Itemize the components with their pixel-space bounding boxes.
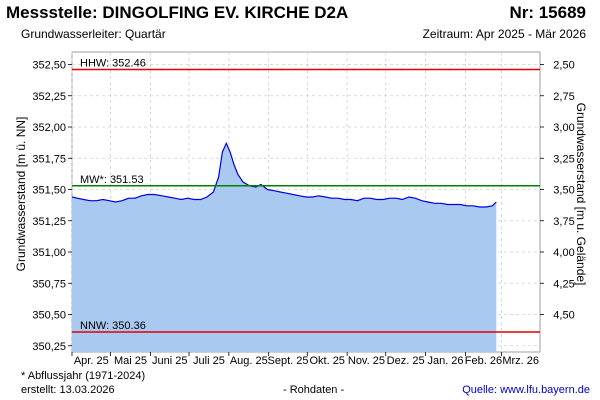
y-tick-label-right: 4,25 [553, 278, 574, 290]
reference-label: MW*: 351.53 [80, 174, 144, 186]
reference-label: NNW: 350.36 [80, 320, 146, 332]
source-link[interactable]: www.lfu.bayern.de [500, 384, 590, 396]
x-tick-label: Juli 25 [193, 355, 225, 367]
x-tick-label: Dez. 25 [387, 355, 425, 367]
y-tick-label-left: 351,00 [32, 247, 66, 259]
x-tick-label: Okt. 25 [309, 355, 344, 367]
station-number: Nr: 15689 [509, 3, 586, 22]
y-tick-label-right: 3,75 [553, 216, 574, 228]
created-date: erstellt: 13.03.2026 [21, 384, 115, 396]
x-tick-label: Mai 25 [114, 355, 147, 367]
source: Quelle: www.lfu.bayern.de [462, 384, 590, 396]
x-tick-label: Jan. 26 [427, 355, 463, 367]
station-title: Messstelle: DINGOLFING EV. KIRCHE D2A [6, 3, 349, 22]
source-label: Quelle: [462, 384, 498, 396]
y-tick-label-left: 350,25 [32, 341, 66, 353]
reference-lines: HHW: 352.46 MW*: 351.53 NNW: 350.36 [72, 58, 540, 333]
y-tick-label-right: 2,75 [553, 91, 574, 103]
x-tick-label: Mrz. 26 [502, 355, 539, 367]
y-tick-label-left: 350,50 [32, 310, 66, 322]
x-tick-label: Apr. 25 [74, 355, 109, 367]
x-tick-label: Sept. 25 [268, 355, 309, 367]
y-tick-label-right: 4,50 [553, 310, 574, 322]
series-area [72, 143, 497, 352]
y-tick-label-right: 4,00 [553, 247, 574, 259]
y-tick-label-left: 351,25 [32, 216, 66, 228]
x-tick-label: Nov. 25 [348, 355, 385, 367]
y-tick-label-left: 352,50 [32, 60, 66, 72]
y-axis-title-right: Grundwasserstand [m u. Gelände] [574, 103, 588, 286]
y-tick-label-left: 350,75 [32, 278, 66, 290]
y-tick-label-left: 351,75 [32, 153, 66, 165]
raw-data-note: - Rohdaten - [283, 384, 345, 396]
series-line [71, 141, 497, 208]
y-tick-label-right: 3,00 [553, 122, 574, 134]
x-tick-label: Juni 25 [152, 355, 187, 367]
x-tick-label: Feb. 26 [465, 355, 502, 367]
y-tick-label-left: 352,25 [32, 91, 66, 103]
y-tick-label-left: 352,00 [32, 122, 66, 134]
footnote: * Abflussjahr (1971-2024) [21, 370, 146, 382]
axes: 352,50 352,25 352,00 351,75 351,50 351,25 351,… [32, 60, 574, 368]
y-axis-title-left: Grundwasserstand [m ü. NN] [14, 117, 28, 272]
y-tick-label-right: 2,50 [553, 60, 574, 72]
y-tick-label-right: 3,25 [553, 153, 574, 165]
x-tick-label: Aug. 25 [230, 355, 268, 367]
aquifer-label: Grundwasserleiter: Quartär [21, 27, 166, 41]
y-tick-label-right: 3,50 [553, 185, 574, 197]
y-tick-label-left: 351,50 [32, 185, 66, 197]
reference-label: HHW: 352.46 [80, 58, 146, 70]
period-label: Zeitraum: Apr 2025 - Mär 2026 [422, 27, 586, 41]
